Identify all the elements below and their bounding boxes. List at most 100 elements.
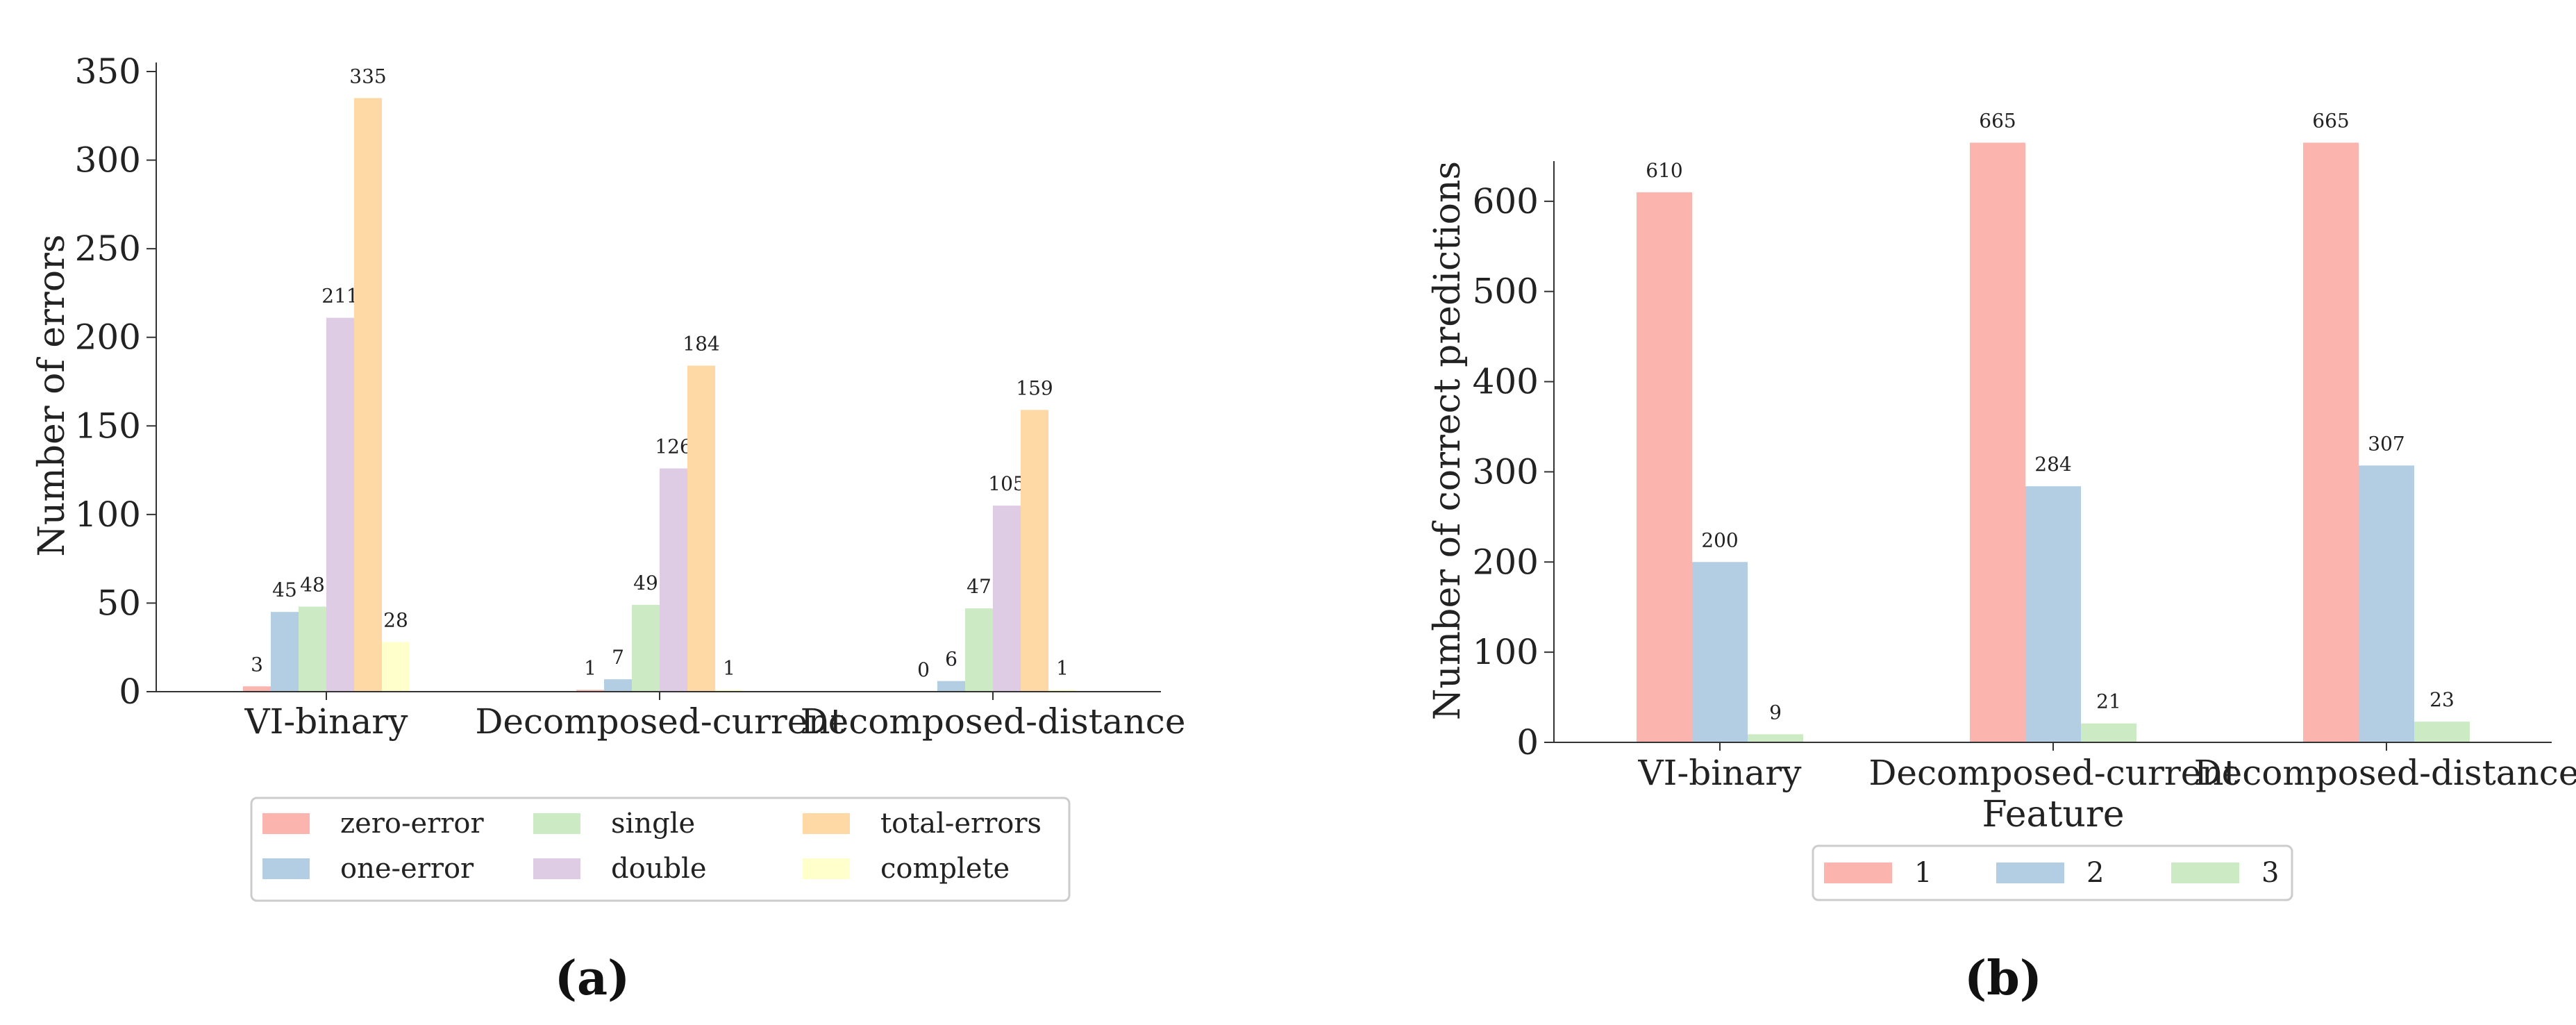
bar-double — [993, 506, 1021, 692]
data-label: 126 — [655, 435, 692, 458]
legend-swatch — [1824, 862, 1892, 883]
bar-2 — [1692, 562, 1748, 742]
data-label: 47 — [967, 575, 992, 598]
legend-swatch — [1996, 862, 2064, 883]
bar-single — [965, 608, 993, 692]
data-label: 665 — [2312, 109, 2349, 132]
x-tick-label: Decomposed-current — [475, 701, 844, 742]
y-tick-label: 300 — [1473, 451, 1539, 492]
legend-swatch — [533, 813, 580, 834]
y-tick-label: 100 — [75, 494, 141, 535]
y-tick-label: 50 — [97, 583, 141, 623]
data-label: 184 — [683, 333, 719, 356]
y-tick-label: 100 — [1473, 632, 1539, 672]
data-label: 0 — [917, 658, 930, 681]
y-tick-label: 600 — [1473, 181, 1539, 222]
bar-complete — [1048, 690, 1076, 692]
data-label: 335 — [349, 65, 386, 88]
bar-double — [660, 468, 687, 692]
data-label: 23 — [2429, 688, 2454, 711]
chart-panel-a: 0 50 100 150 200 250 300 350 3 45 48 211 335 28 VI-bin… — [31, 51, 1185, 1006]
data-label: 3 — [251, 653, 263, 676]
y-tick-label: 250 — [75, 228, 141, 269]
bar-1 — [1637, 192, 1692, 742]
y-tick-label: 200 — [75, 317, 141, 358]
data-label: 105 — [988, 472, 1025, 495]
bar-one-error — [937, 681, 965, 692]
legend-entry: 1 — [1914, 857, 1932, 889]
legend-swatch — [533, 858, 580, 879]
x-tick-label: Decomposed-distance — [2194, 753, 2576, 793]
bar-3 — [2081, 723, 2136, 742]
data-label: 610 — [1646, 159, 1682, 182]
legend-swatch — [803, 813, 850, 834]
y-tick-label: 0 — [119, 672, 141, 712]
data-label: 45 — [272, 578, 297, 601]
data-label: 7 — [612, 646, 624, 669]
y-tick-label: 200 — [1473, 542, 1539, 582]
data-label: 6 — [945, 648, 957, 671]
bar-total-errors — [1021, 410, 1048, 692]
data-label: 1 — [584, 656, 596, 679]
panel-label: (b) — [1964, 951, 2042, 1006]
legend-swatch — [262, 813, 310, 834]
bar-single — [299, 606, 326, 692]
y-tick-label: 0 — [1516, 722, 1539, 762]
legend-entry: one-error — [340, 853, 474, 885]
legend-entry: double — [611, 853, 707, 885]
chart-panel-b: 0 100 200 300 400 500 600 610 200 9 VI-binary 665 28… — [1427, 109, 2576, 1006]
data-label: 21 — [2096, 690, 2121, 713]
data-label: 49 — [633, 572, 658, 594]
legend-entry: 3 — [2261, 857, 2279, 889]
data-label: 28 — [383, 609, 408, 632]
bar-2 — [2359, 465, 2414, 742]
legend-swatch — [803, 858, 850, 879]
data-label: 159 — [1016, 376, 1053, 399]
y-axis-label: Number of correct predictions — [1427, 161, 1469, 720]
data-label: 1 — [1056, 656, 1069, 679]
bar-total-errors — [687, 365, 715, 692]
data-label: 665 — [1979, 109, 2016, 132]
data-label: 9 — [1769, 701, 1782, 724]
legend-entry: total-errors — [880, 808, 1042, 840]
bar-1 — [2303, 142, 2359, 742]
bar-3 — [2414, 722, 2470, 742]
legend-entry: complete — [880, 853, 1010, 885]
legend-box — [250, 797, 1071, 902]
bar-zero-error — [576, 690, 604, 692]
bar-2 — [2025, 486, 2081, 742]
y-axis-label: Number of errors — [31, 234, 73, 556]
bar-zero-error — [243, 686, 271, 692]
y-tick-label: 350 — [75, 51, 141, 92]
bar-one-error — [604, 679, 632, 692]
legend-entry: zero-error — [340, 808, 484, 840]
data-label: 1 — [723, 656, 735, 679]
panel-label: (a) — [555, 951, 630, 1006]
bar-3 — [1748, 734, 1803, 742]
y-tick-label: 400 — [1473, 362, 1539, 402]
x-tick-label: Decomposed-distance — [801, 701, 1186, 742]
bar-1 — [1970, 142, 2025, 742]
bar-double — [326, 317, 354, 692]
legend-swatch — [262, 858, 310, 879]
data-label: 284 — [2034, 453, 2071, 476]
data-label: 200 — [1701, 528, 1738, 551]
bar-complete — [715, 690, 743, 692]
legend-entry: single — [611, 808, 695, 840]
bar-single — [632, 604, 660, 692]
legend-entry: 2 — [2086, 857, 2104, 889]
bar-one-error — [271, 612, 299, 692]
data-label: 307 — [2368, 432, 2404, 455]
bar-total-errors — [354, 98, 382, 692]
x-axis-label: Feature — [1982, 794, 2124, 835]
y-tick-label: 150 — [75, 406, 141, 446]
y-tick-label: 500 — [1473, 272, 1539, 312]
bar-complete — [382, 642, 410, 692]
x-tick-label: VI-binary — [244, 701, 409, 742]
y-tick-label: 300 — [75, 140, 141, 181]
x-tick-label: VI-binary — [1638, 753, 1803, 793]
data-label: 211 — [321, 285, 358, 308]
x-tick-label: Decomposed-current — [1868, 753, 2237, 793]
legend-swatch — [2171, 862, 2239, 883]
